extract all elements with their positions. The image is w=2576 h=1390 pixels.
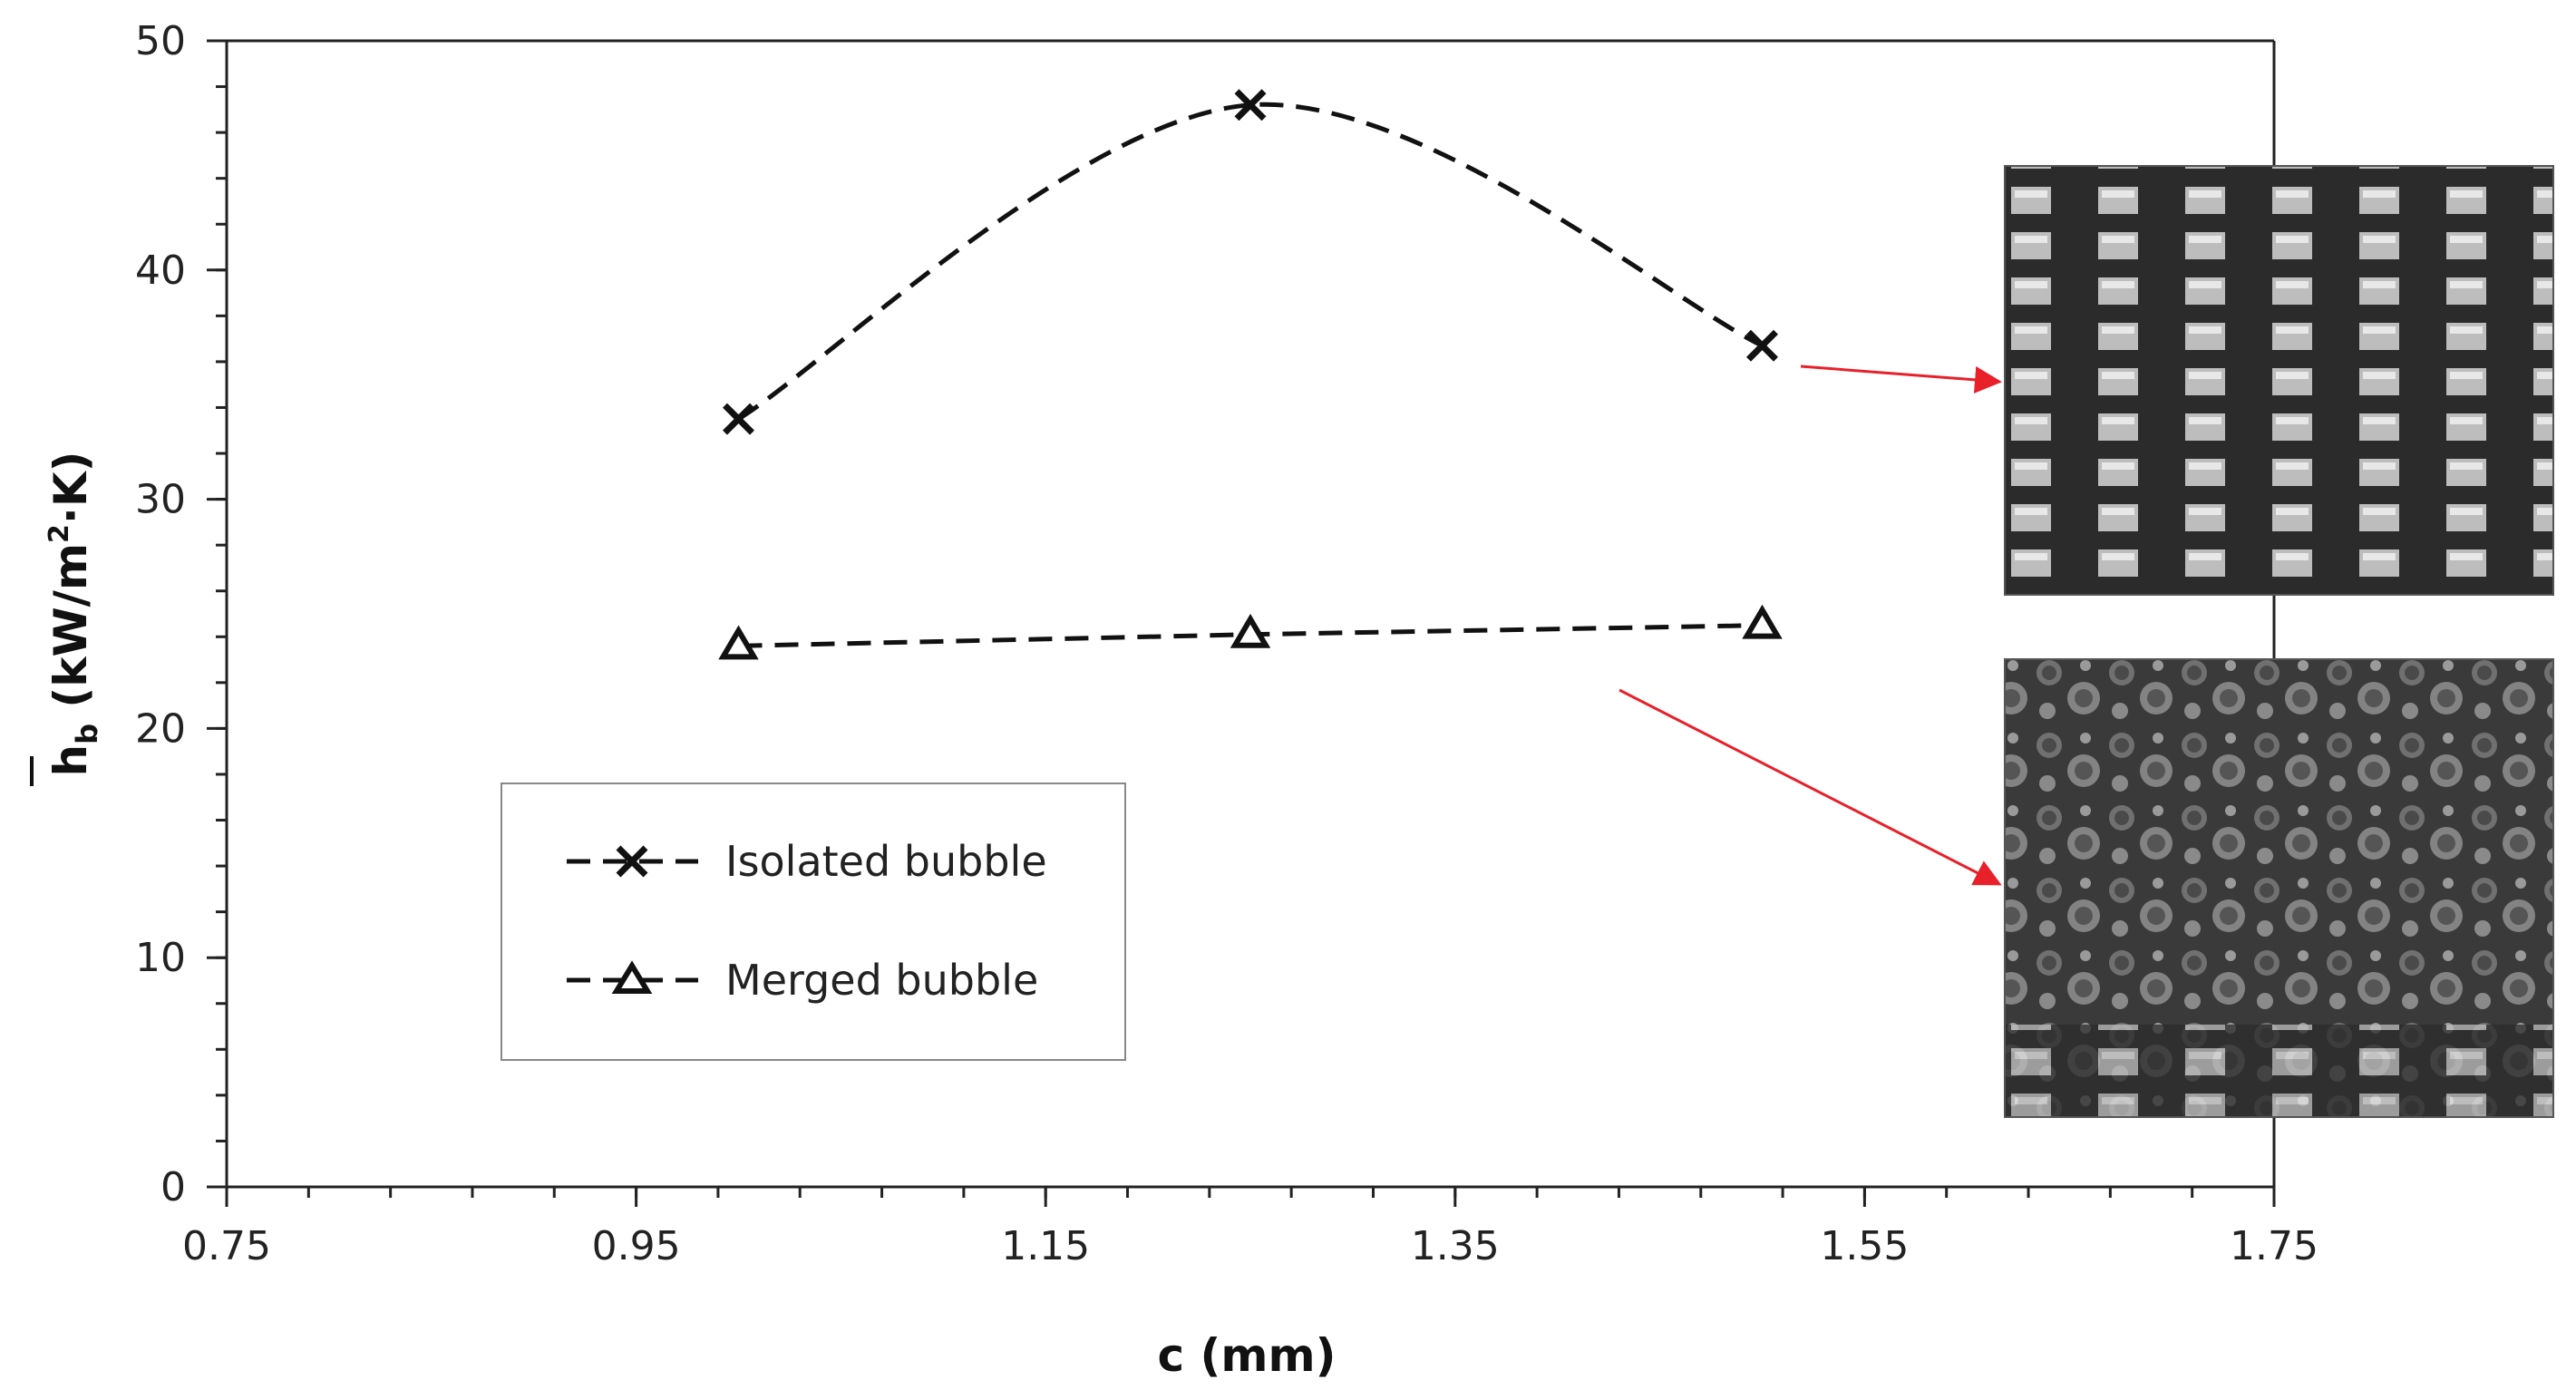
legend-label-isolated: Isolated bubble (725, 837, 1047, 886)
inset-photo-isolated (2004, 165, 2554, 596)
x-tick-label: 1.55 (1820, 1223, 1909, 1269)
x-ticks: 0.75 0.95 1.15 1.35 1.55 1.75 (182, 1187, 2318, 1269)
x-tick-label: 0.75 (182, 1223, 271, 1269)
y-tick-label: 20 (135, 705, 186, 752)
legend-item-isolated-bubble: Isolated bubble (567, 837, 1047, 886)
series-line-isolated-bubble (737, 102, 1764, 422)
marker-merged-bubble (1742, 604, 1783, 639)
y-tick-label: 30 (135, 477, 186, 523)
inset-photo-merged (2004, 658, 2554, 1118)
y-minor-ticks (216, 39, 227, 1189)
marker-isolated-bubble (1746, 329, 1778, 362)
marker-isolated-bubble (1234, 89, 1267, 122)
x-axis-title: c (mm) (1158, 1329, 1337, 1382)
annotation-arrow-bottom (1619, 688, 2002, 886)
x-tick-label: 1.35 (1411, 1223, 1500, 1269)
legend-marker-x-icon (616, 845, 648, 878)
legend-box (501, 782, 1126, 1061)
svg-text:hb (kW/m2·K): hb (kW/m2·K) (44, 451, 104, 776)
y-axis-title-units-close: ·K) (44, 451, 97, 524)
y-axis-title: hb (kW/m2·K) (30, 451, 104, 786)
marker-merged-bubble (718, 625, 759, 660)
x-minor-ticks (225, 1187, 2276, 1198)
legend-label-merged: Merged bubble (725, 956, 1038, 1005)
marker-isolated-bubble (723, 403, 754, 435)
data-markers (718, 89, 1783, 660)
y-axis-title-superscript: 2 (44, 524, 75, 543)
y-axis-title-units: (kW/m (44, 543, 97, 724)
legend-item-merged-bubble: Merged bubble (567, 956, 1038, 1005)
marker-merged-bubble (1230, 613, 1271, 648)
y-axis-title-subscript: b (70, 724, 104, 744)
y-axis-title-symbol: h (44, 744, 97, 777)
annotation-arrow-top (1800, 365, 2002, 394)
x-tick-label: 0.95 (592, 1223, 681, 1269)
x-tick-label: 1.75 (2230, 1223, 2318, 1269)
legend-marker-triangle-icon (611, 960, 653, 994)
y-tick-label: 0 (160, 1164, 186, 1210)
x-tick-label: 1.15 (1001, 1223, 1090, 1269)
y-tick-label: 50 (135, 18, 186, 64)
y-tick-label: 10 (135, 935, 186, 981)
y-tick-label: 40 (135, 248, 186, 294)
y-ticks: 0 10 20 30 40 50 (135, 18, 227, 1210)
